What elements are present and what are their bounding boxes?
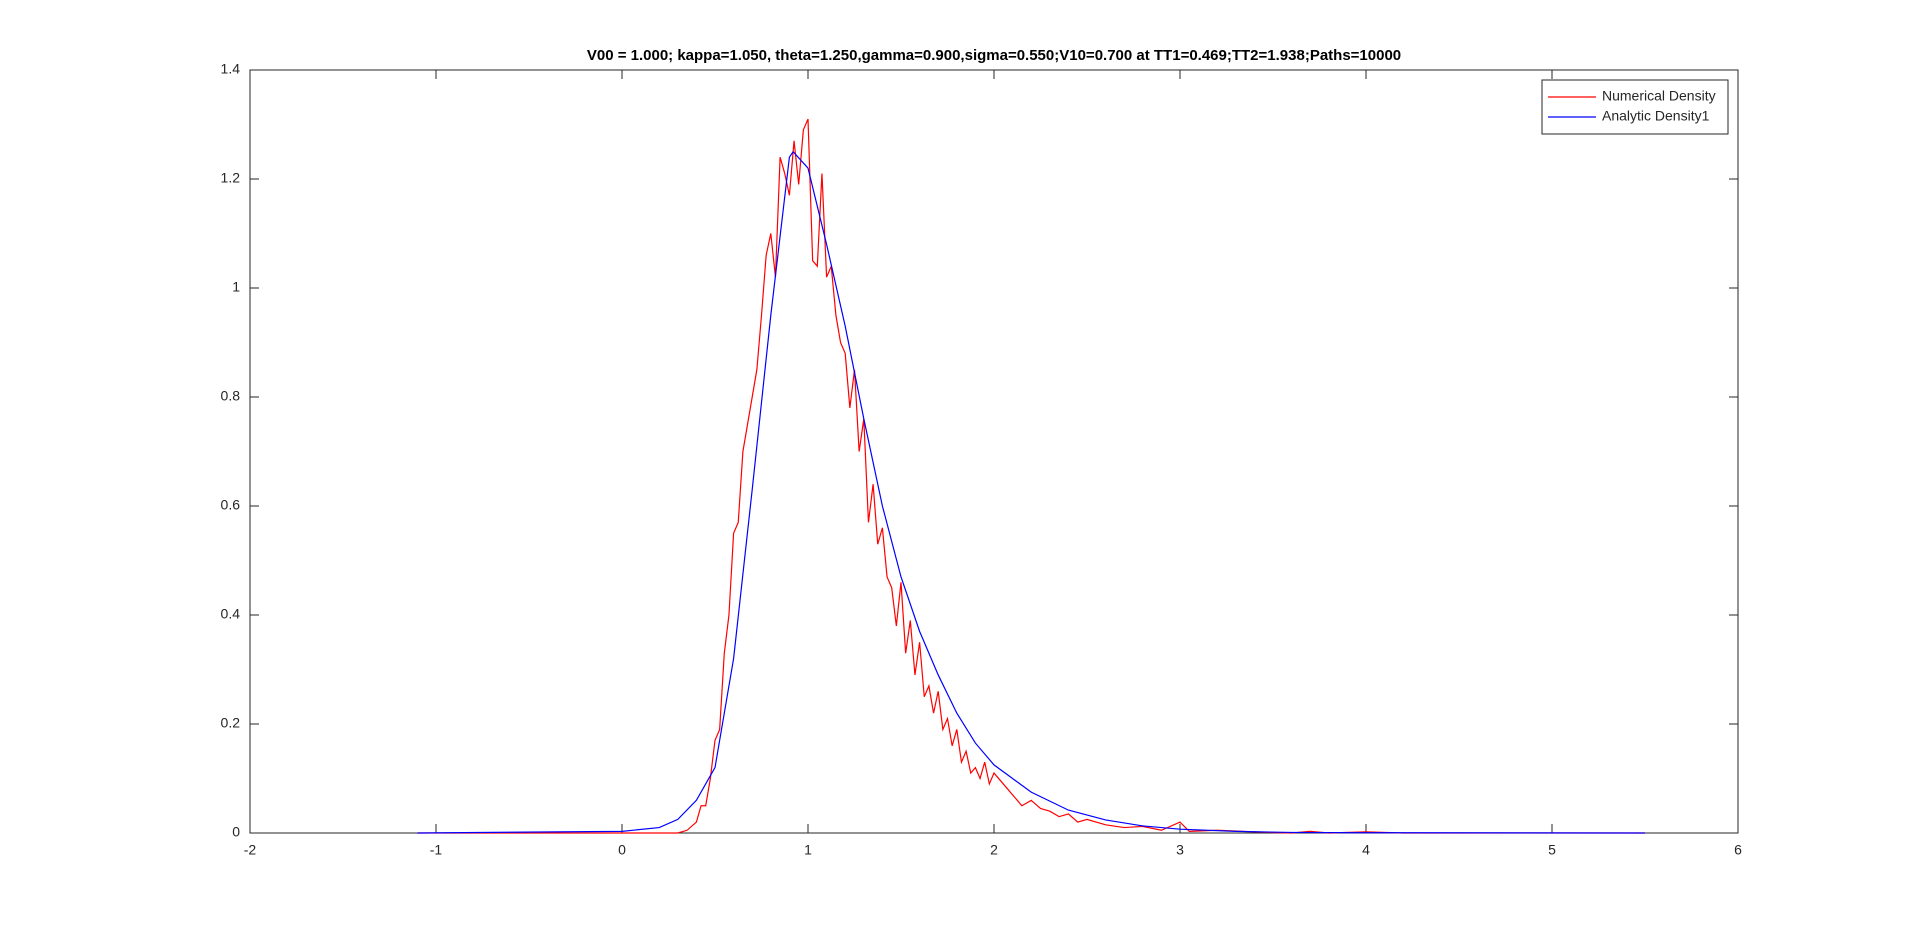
legend-label: Numerical Density [1602,88,1716,104]
x-tick-label: 2 [990,842,998,858]
y-tick-label: 0.4 [221,606,241,622]
x-tick-label: 0 [618,842,626,858]
chart-title: V00 = 1.000; kappa=1.050, theta=1.250,ga… [587,47,1401,64]
data-line [417,150,1646,834]
x-tick-label: 1 [804,842,812,858]
x-tick-label: -2 [244,842,257,858]
legend-box [1541,79,1729,135]
x-tick-label: 6 [1734,842,1742,858]
x-tick-label: 5 [1548,842,1556,858]
x-tick-label: 4 [1362,842,1370,858]
y-tick-label: 1.2 [221,170,241,186]
y-tick-label: 0 [232,824,240,840]
x-tick-label: 3 [1176,842,1184,858]
legend-label: Analytic Density1 [1602,108,1710,124]
axes-box [249,69,1739,834]
y-tick-label: 0.2 [221,715,241,731]
x-tick-label: -1 [430,842,443,858]
y-tick-label: 0.6 [221,497,241,513]
y-tick-label: 0.8 [221,388,241,404]
data-line [417,118,1645,834]
y-tick-label: 1 [232,279,240,295]
y-tick-label: 1.4 [221,61,241,77]
